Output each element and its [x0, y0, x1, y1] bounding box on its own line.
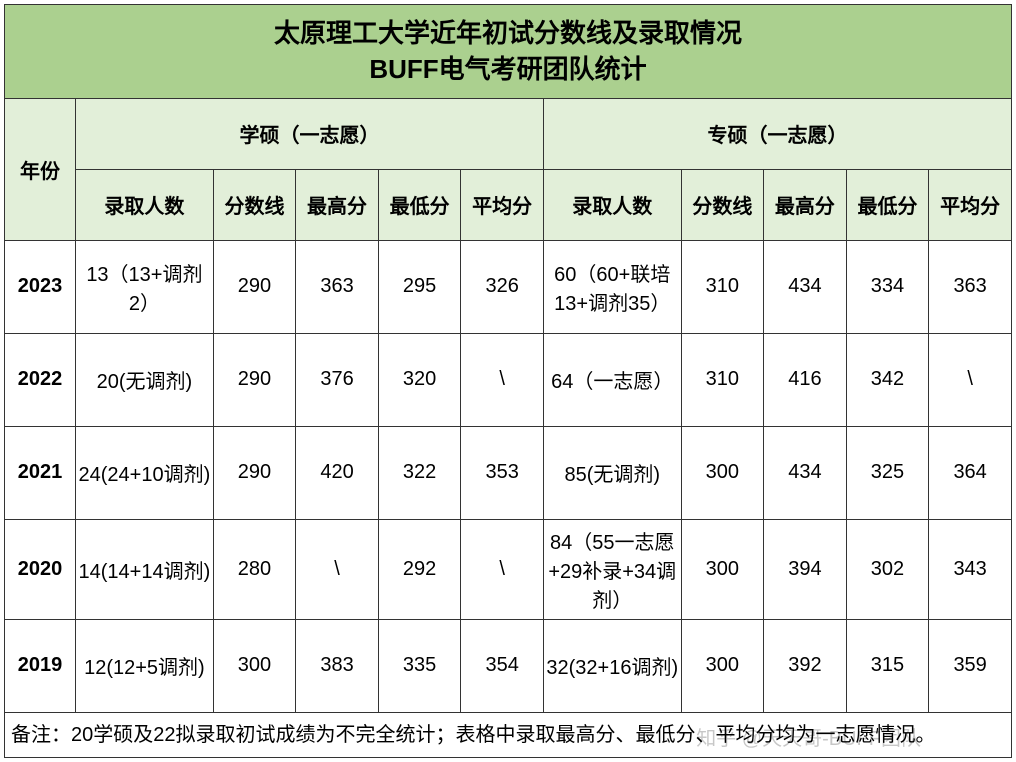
- cell-a-cut: 280: [213, 519, 296, 619]
- cell-a-min: 335: [378, 619, 461, 712]
- cell-p-max: 394: [764, 519, 847, 619]
- note-text: 备注：20学硕及22拟录取初试成绩为不完全统计；表格中录取最高分、最低分、平均分…: [11, 724, 936, 746]
- title-line-2: BUFF电气考研团队统计: [9, 51, 1007, 87]
- cell-p-min: 302: [846, 519, 929, 619]
- header-p-enroll: 录取人数: [543, 169, 681, 240]
- cell-a-max: 363: [296, 240, 379, 333]
- cell-p-avg: 364: [929, 426, 1012, 519]
- header-a-max: 最高分: [296, 169, 379, 240]
- table-row: 2020 14(14+14调剂) 280 \ 292 \ 84（55一志愿+29…: [5, 519, 1012, 619]
- cell-p-enroll: 60（60+联培13+调剂35）: [543, 240, 681, 333]
- cell-p-min: 325: [846, 426, 929, 519]
- cell-a-avg: 354: [461, 619, 544, 712]
- cell-a-min: 295: [378, 240, 461, 333]
- cell-year: 2022: [5, 333, 76, 426]
- cell-p-enroll: 32(32+16调剂): [543, 619, 681, 712]
- cell-p-cut: 300: [681, 519, 764, 619]
- sub-header-row: 录取人数 分数线 最高分 最低分 平均分 录取人数 分数线 最高分 最低分 平均…: [5, 169, 1012, 240]
- cell-a-avg: 353: [461, 426, 544, 519]
- score-table: 太原理工大学近年初试分数线及录取情况 BUFF电气考研团队统计 年份 学硕（一志…: [4, 4, 1012, 758]
- header-p-min: 最低分: [846, 169, 929, 240]
- cell-a-cut: 290: [213, 240, 296, 333]
- cell-p-enroll: 84（55一志愿+29补录+34调剂）: [543, 519, 681, 619]
- note-cell: 备注：20学硕及22拟录取初试成绩为不完全统计；表格中录取最高分、最低分、平均分…: [5, 712, 1012, 757]
- cell-p-max: 392: [764, 619, 847, 712]
- cell-p-enroll: 64（一志愿）: [543, 333, 681, 426]
- header-p-cutoff: 分数线: [681, 169, 764, 240]
- cell-a-cut: 290: [213, 426, 296, 519]
- cell-p-cut: 300: [681, 426, 764, 519]
- cell-year: 2019: [5, 619, 76, 712]
- cell-a-avg: \: [461, 519, 544, 619]
- header-academic: 学硕（一志愿）: [76, 98, 544, 169]
- cell-a-enroll: 14(14+14调剂): [76, 519, 214, 619]
- header-a-min: 最低分: [378, 169, 461, 240]
- cell-p-min: 342: [846, 333, 929, 426]
- cell-p-avg: 359: [929, 619, 1012, 712]
- cell-p-avg: 363: [929, 240, 1012, 333]
- header-p-avg: 平均分: [929, 169, 1012, 240]
- header-a-enroll: 录取人数: [76, 169, 214, 240]
- cell-a-enroll: 12(12+5调剂): [76, 619, 214, 712]
- cell-p-avg: 343: [929, 519, 1012, 619]
- cell-year: 2021: [5, 426, 76, 519]
- cell-a-enroll: 20(无调剂): [76, 333, 214, 426]
- cell-a-max: \: [296, 519, 379, 619]
- cell-a-avg: \: [461, 333, 544, 426]
- note-row: 备注：20学硕及22拟录取初试成绩为不完全统计；表格中录取最高分、最低分、平均分…: [5, 712, 1012, 757]
- header-professional: 专硕（一志愿）: [543, 98, 1011, 169]
- cell-year: 2020: [5, 519, 76, 619]
- group-header-row: 年份 学硕（一志愿） 专硕（一志愿）: [5, 98, 1012, 169]
- cell-a-avg: 326: [461, 240, 544, 333]
- cell-p-avg: \: [929, 333, 1012, 426]
- cell-p-cut: 310: [681, 240, 764, 333]
- table-row: 2023 13（13+调剂2） 290 363 295 326 60（60+联培…: [5, 240, 1012, 333]
- cell-p-max: 434: [764, 240, 847, 333]
- header-p-max: 最高分: [764, 169, 847, 240]
- cell-p-max: 434: [764, 426, 847, 519]
- cell-a-enroll: 24(24+10调剂): [76, 426, 214, 519]
- cell-a-enroll: 13（13+调剂2）: [76, 240, 214, 333]
- cell-a-max: 376: [296, 333, 379, 426]
- header-a-cutoff: 分数线: [213, 169, 296, 240]
- header-year: 年份: [5, 98, 76, 240]
- cell-p-min: 315: [846, 619, 929, 712]
- cell-a-max: 420: [296, 426, 379, 519]
- cell-a-min: 322: [378, 426, 461, 519]
- cell-p-min: 334: [846, 240, 929, 333]
- table-wrapper: 太原理工大学近年初试分数线及录取情况 BUFF电气考研团队统计 年份 学硕（一志…: [0, 0, 1016, 762]
- cell-a-min: 320: [378, 333, 461, 426]
- cell-a-cut: 300: [213, 619, 296, 712]
- cell-a-cut: 290: [213, 333, 296, 426]
- cell-p-max: 416: [764, 333, 847, 426]
- header-a-avg: 平均分: [461, 169, 544, 240]
- table-title: 太原理工大学近年初试分数线及录取情况 BUFF电气考研团队统计: [5, 5, 1012, 99]
- cell-p-cut: 300: [681, 619, 764, 712]
- title-row: 太原理工大学近年初试分数线及录取情况 BUFF电气考研团队统计: [5, 5, 1012, 99]
- cell-a-max: 383: [296, 619, 379, 712]
- title-line-1: 太原理工大学近年初试分数线及录取情况: [9, 15, 1007, 51]
- table-row: 2022 20(无调剂) 290 376 320 \ 64（一志愿） 310 4…: [5, 333, 1012, 426]
- table-row: 2021 24(24+10调剂) 290 420 322 353 85(无调剂)…: [5, 426, 1012, 519]
- table-row: 2019 12(12+5调剂) 300 383 335 354 32(32+16…: [5, 619, 1012, 712]
- cell-p-cut: 310: [681, 333, 764, 426]
- cell-a-min: 292: [378, 519, 461, 619]
- cell-year: 2023: [5, 240, 76, 333]
- cell-p-enroll: 85(无调剂): [543, 426, 681, 519]
